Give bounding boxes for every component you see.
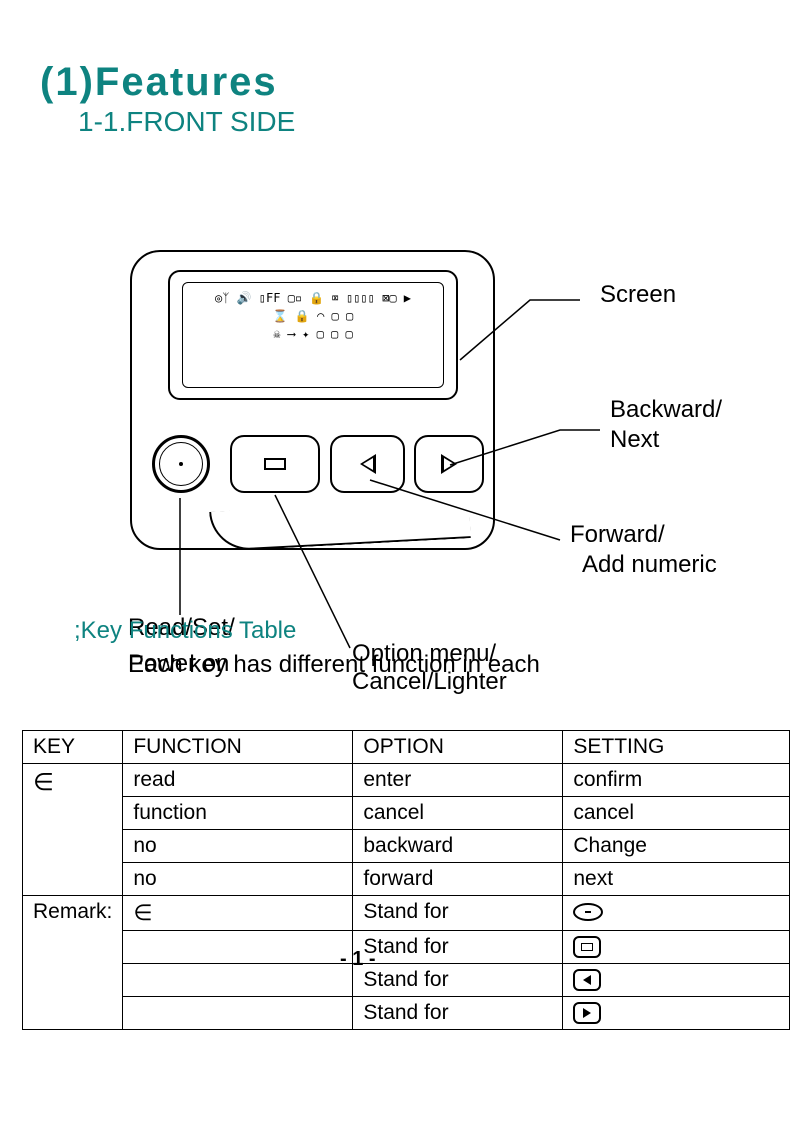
screen-icons: ◎ᛉ 🔊 ▯FF ▢▫ 🔒 ⌧ ▯▯▯▯ ⊠▢ ▶ ⌛ 🔒 ◠ ▢ ▢ ☠ ⟶ …: [182, 282, 444, 388]
left-arrow-button-icon: [573, 969, 601, 991]
oval-button-icon: [573, 903, 603, 921]
rect-button-icon: [573, 936, 601, 958]
label-forward: Forward/ Add numeric: [570, 520, 717, 580]
cell: forward: [353, 863, 563, 896]
screen-row-1: ◎ᛉ 🔊 ▯FF ▢▫ 🔒 ⌧ ▯▯▯▯ ⊠▢ ▶: [191, 289, 435, 307]
forward-button[interactable]: [330, 435, 405, 493]
label-screen: Screen: [600, 280, 676, 310]
label-optionmenu: Option menu/ Cancel/Lighter: [352, 640, 507, 695]
cell: Stand for: [353, 931, 563, 964]
table-remark-row: Remark: ∈ Stand for: [23, 896, 790, 931]
key-functions-table: KEY FUNCTION OPTION SETTING ∈ read enter…: [22, 730, 790, 1030]
th-setting: SETTING: [563, 731, 790, 764]
cell: enter: [353, 764, 563, 797]
cell: backward: [353, 830, 563, 863]
th-option: OPTION: [353, 731, 563, 764]
cell-icon: [563, 964, 790, 997]
cell: ∈: [123, 896, 353, 931]
screen-row-2: ⌛ 🔒 ◠ ▢ ▢: [191, 307, 435, 325]
device-screen: ◎ᛉ 🔊 ▯FF ▢▫ 🔒 ⌧ ▯▯▯▯ ⊠▢ ▶ ⌛ 🔒 ◠ ▢ ▢ ☠ ⟶ …: [168, 270, 458, 400]
table-row: no backward Change: [23, 830, 790, 863]
table-row: function cancel cancel: [23, 797, 790, 830]
cell: Change: [563, 830, 790, 863]
table-row: ∈ read enter confirm: [23, 764, 790, 797]
page-subtitle: 1-1.FRONT SIDE: [78, 106, 295, 138]
cell-icon: [563, 896, 790, 931]
cell: next: [563, 863, 790, 896]
key-functions-title: ;Key Functions Table: [74, 617, 296, 645]
option-menu-button[interactable]: [230, 435, 320, 493]
screen-row-3: ☠ ⟶ ✦ ▢ ▢ ▢: [191, 325, 435, 343]
page-title: (1)Features: [40, 60, 278, 105]
table-row: no forward next: [23, 863, 790, 896]
pager-device-diagram: ◎ᛉ 🔊 ▯FF ▢▫ 🔒 ⌧ ▯▯▯▯ ⊠▢ ▶ ⌛ 🔒 ◠ ▢ ▢ ☠ ⟶ …: [130, 250, 498, 560]
cell: Stand for: [353, 964, 563, 997]
cell: [123, 997, 353, 1030]
cell: confirm: [563, 764, 790, 797]
cell: cancel: [563, 797, 790, 830]
cell: Stand for: [353, 896, 563, 931]
cell: no: [123, 830, 353, 863]
table-remark-row: Stand for: [23, 931, 790, 964]
label-backward: Backward/ Next: [610, 395, 722, 455]
cell: function: [123, 797, 353, 830]
table-remark-row: Stand for: [23, 997, 790, 1030]
cell: read: [123, 764, 353, 797]
cell-icon: [563, 997, 790, 1030]
table-header-row: KEY FUNCTION OPTION SETTING: [23, 731, 790, 764]
cell: cancel: [353, 797, 563, 830]
cell-remark: Remark:: [23, 896, 123, 1030]
cell: no: [123, 863, 353, 896]
table-remark-row: Stand for: [23, 964, 790, 997]
th-function: FUNCTION: [123, 731, 353, 764]
cell-icon: [563, 931, 790, 964]
cell: [123, 964, 353, 997]
cell: Stand for: [353, 997, 563, 1030]
th-key: KEY: [23, 731, 123, 764]
page-number: - 1 -: [340, 948, 376, 971]
cell-key-symbol: ∈: [23, 764, 123, 896]
cell: [123, 931, 353, 964]
power-read-set-button[interactable]: [152, 435, 210, 493]
backward-button[interactable]: [414, 435, 484, 493]
right-arrow-button-icon: [573, 1002, 601, 1024]
